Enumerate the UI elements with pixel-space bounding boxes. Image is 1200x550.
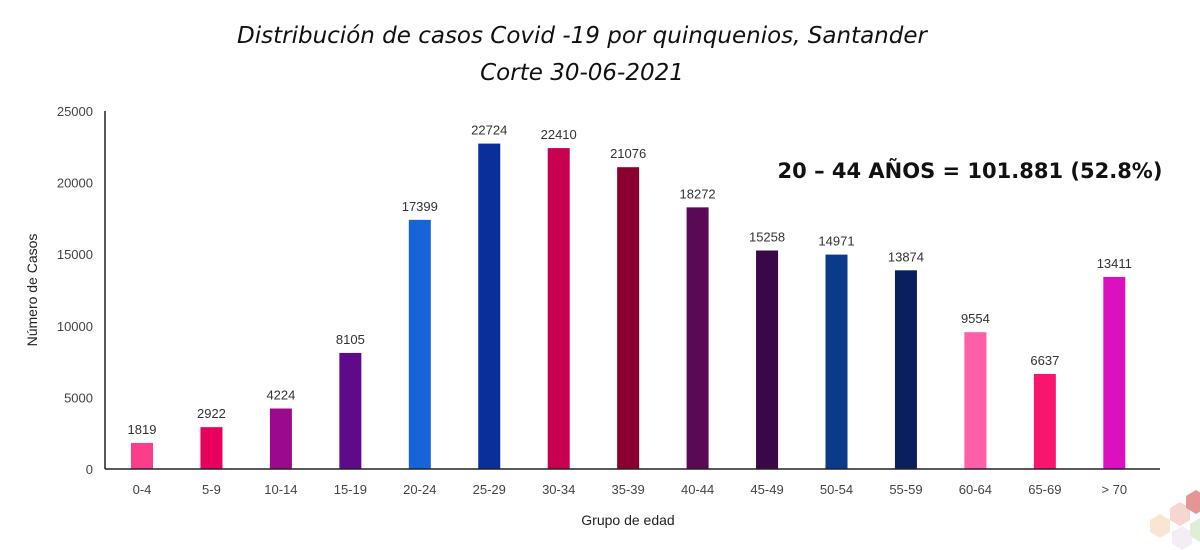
data-label: 4224 bbox=[266, 388, 295, 403]
data-label: 21076 bbox=[610, 146, 646, 161]
data-label: 22724 bbox=[471, 123, 507, 138]
x-axis: 0-4 5-9 10-14 15-19 20-24 25-29 30-34 35-39 40-4… bbox=[133, 482, 1128, 497]
data-label: 1819 bbox=[128, 422, 157, 437]
x-axis-title: Grupo de edad bbox=[581, 512, 674, 528]
data-label: 9554 bbox=[961, 311, 990, 326]
data-label: 8105 bbox=[336, 332, 365, 347]
x-tick-label: 50-54 bbox=[820, 482, 853, 497]
x-tick-label: 65-69 bbox=[1028, 482, 1061, 497]
data-label: 18272 bbox=[680, 186, 716, 201]
bar-35-39 bbox=[617, 167, 640, 469]
bar-0-4 bbox=[131, 442, 153, 469]
bar-30-34 bbox=[547, 148, 570, 469]
y-axis: 0 5000 10000 15000 20000 25000 bbox=[57, 104, 93, 477]
x-tick-label: 35-39 bbox=[612, 482, 645, 497]
bar-25-29 bbox=[478, 143, 501, 469]
x-tick-label: 30-34 bbox=[542, 482, 575, 497]
x-tick-label: 55-59 bbox=[889, 482, 922, 497]
bar-40-44 bbox=[686, 207, 709, 469]
x-tick-label: 5-9 bbox=[202, 482, 221, 497]
x-tick-label: 45-49 bbox=[750, 482, 783, 497]
x-tick-label: 60-64 bbox=[959, 482, 992, 497]
data-label: 14971 bbox=[818, 234, 854, 249]
bar-55-59 bbox=[894, 270, 917, 469]
y-tick-label: 10000 bbox=[57, 319, 93, 334]
bar-15-19 bbox=[339, 352, 362, 469]
bars: 1819 2922 4224 8105 17399 22724 22410 21076 1827… bbox=[128, 123, 1132, 469]
x-tick-label: 15-19 bbox=[334, 482, 367, 497]
y-tick-label: 15000 bbox=[57, 247, 93, 262]
bar-60-64 bbox=[964, 332, 987, 469]
y-tick-label: 5000 bbox=[64, 390, 93, 405]
x-tick-label: 40-44 bbox=[681, 482, 714, 497]
x-tick-label: 0-4 bbox=[133, 482, 152, 497]
bar-70 bbox=[1103, 276, 1126, 469]
data-label: 22410 bbox=[541, 127, 577, 142]
data-label: 13874 bbox=[888, 249, 924, 264]
chart-subtitle: Corte 30-06-2021 bbox=[480, 60, 684, 86]
decorative-hexagons-icon bbox=[1150, 490, 1200, 550]
x-tick-label: 10-14 bbox=[264, 482, 297, 497]
x-tick-label: 20-24 bbox=[403, 482, 436, 497]
y-tick-label: 20000 bbox=[57, 176, 93, 191]
bar-65-69 bbox=[1033, 373, 1056, 469]
bar-50-54 bbox=[825, 254, 848, 469]
data-label: 17399 bbox=[402, 199, 438, 214]
data-label: 15258 bbox=[749, 230, 785, 245]
bar-20-24 bbox=[408, 219, 431, 469]
y-tick-label: 25000 bbox=[57, 104, 93, 119]
data-label: 13411 bbox=[1097, 256, 1132, 271]
data-label: 2922 bbox=[197, 406, 226, 421]
annotation: 20 – 44 AÑOS = 101.881 (52.8%) bbox=[778, 158, 1163, 183]
x-tick-label: > 70 bbox=[1101, 482, 1127, 497]
data-label: 6637 bbox=[1030, 353, 1059, 368]
bar-10-14 bbox=[269, 408, 292, 469]
x-tick-label: 25-29 bbox=[473, 482, 506, 497]
bar-45-49 bbox=[756, 250, 779, 469]
bar-5-9 bbox=[200, 427, 223, 469]
y-tick-label: 0 bbox=[86, 462, 93, 477]
chart-title: Distribución de casos Covid -19 por quin… bbox=[237, 23, 928, 49]
y-axis-title: Número de Casos bbox=[24, 234, 40, 347]
